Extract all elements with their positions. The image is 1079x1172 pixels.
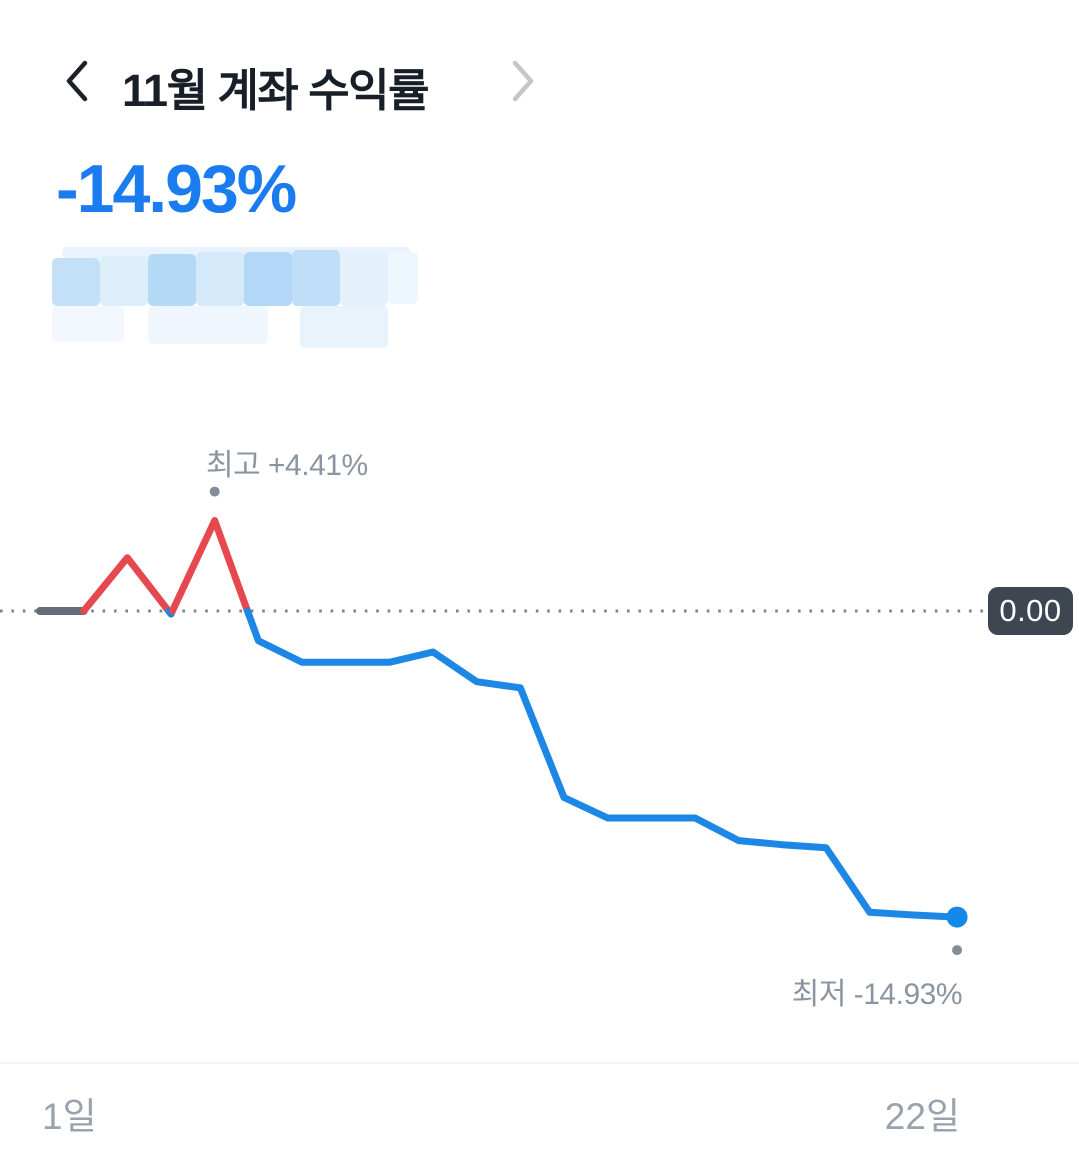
x-axis-label-start: 1일 xyxy=(42,1096,97,1137)
chevron-right-icon xyxy=(512,60,534,102)
max-return-annotation: 최고 +4.41% xyxy=(206,449,368,482)
page-title: 11월 계좌 수익률 xyxy=(122,65,429,116)
monthly-return-value: -14.93% xyxy=(56,151,297,227)
return-line-segment-pos xyxy=(168,517,251,615)
max-marker-dot xyxy=(209,486,220,497)
return-line-segment-neg xyxy=(244,607,961,921)
min-return-annotation: 최저 -14.93% xyxy=(791,978,963,1011)
zero-line-badge: 0.00 xyxy=(988,587,1073,635)
x-axis-label-end: 22일 xyxy=(884,1096,960,1137)
prev-month-button[interactable] xyxy=(60,58,94,104)
next-month-button[interactable] xyxy=(506,58,540,104)
return-line-segment-pos xyxy=(80,554,173,615)
chevron-left-icon xyxy=(66,60,88,102)
min-marker-dot xyxy=(952,945,963,956)
current-point-dot xyxy=(946,906,968,928)
x-axis-divider xyxy=(0,1062,1079,1064)
